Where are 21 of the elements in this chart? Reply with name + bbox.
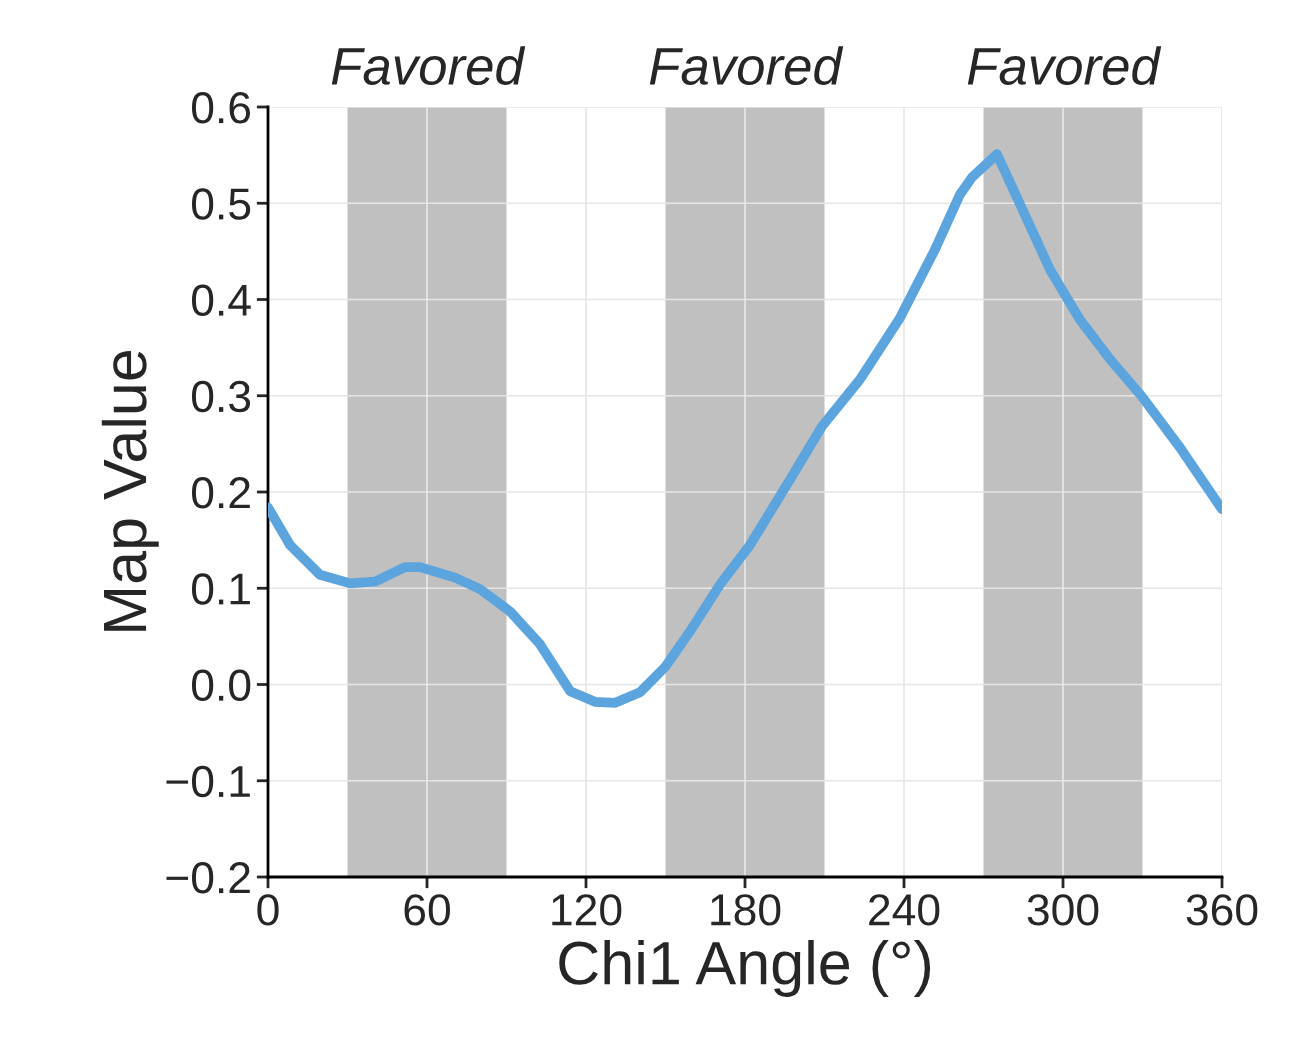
x-tick-label: 180	[711, 894, 781, 926]
band-label: Favored	[967, 46, 1162, 86]
y-tick-label: 0.2	[191, 477, 250, 509]
y-tick-label: 0.0	[191, 669, 251, 702]
band-label: Favored	[649, 46, 844, 86]
x-tick-label: 0	[257, 894, 279, 926]
y-tick-label: −0.2	[166, 862, 250, 894]
x-tick-label: 240	[869, 894, 940, 926]
y-tick-label: 0.6	[191, 92, 251, 124]
x-axis-title: Chi1 Angle (°)	[559, 939, 931, 997]
x-tick-label: 120	[552, 894, 622, 926]
y-tick-label: 0.5	[191, 188, 251, 220]
x-tick-label: 60	[404, 894, 450, 926]
y-tick-label: 0.3	[191, 380, 251, 413]
y-tick-label: −0.1	[166, 765, 250, 798]
y-tick-label: 0.4	[191, 284, 251, 317]
band-label: Favored	[331, 46, 526, 86]
x-tick-label: 360	[1186, 894, 1258, 926]
y-tick-label: 0.1	[191, 573, 250, 605]
y-axis-title: Map Value	[101, 350, 159, 631]
x-tick-label: 300	[1027, 894, 1099, 926]
